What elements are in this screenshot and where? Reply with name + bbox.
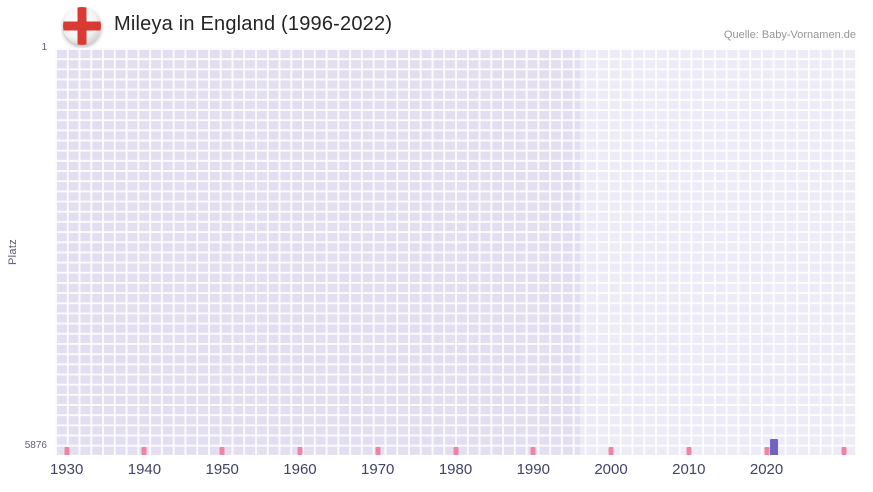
y-axis-title-wrap: Platz xyxy=(0,48,26,455)
x-axis-tick-1940 xyxy=(141,447,147,455)
y-axis-tick-best: 1 xyxy=(41,42,47,53)
x-axis-label-1930: 1930 xyxy=(49,461,84,478)
bar-2021[interactable] xyxy=(770,439,779,455)
x-axis-tick-1930 xyxy=(64,447,70,455)
flag-cross-horizontal xyxy=(63,21,101,31)
no-data-region xyxy=(55,48,580,455)
x-axis-label-1940: 1940 xyxy=(127,461,162,478)
source-credit: Quelle: Baby-Vornamen.de xyxy=(723,29,856,41)
x-axis-label-1990: 1990 xyxy=(516,461,550,478)
x-axis-tick-2000 xyxy=(608,447,614,455)
y-axis-title: Platz xyxy=(7,238,19,265)
x-axis-tick-1950 xyxy=(219,447,225,455)
x-axis-tick-1970 xyxy=(375,447,381,455)
x-axis-labels: 1930 1940 1950 1960 1970 1980 1990 2000 2010 2020 xyxy=(50,461,856,481)
x-axis-label-1950: 1950 xyxy=(205,461,239,478)
england-flag-icon xyxy=(63,7,101,45)
x-axis-label-2020: 2020 xyxy=(749,461,784,478)
bars-layer xyxy=(55,48,856,455)
x-axis-label-1980: 1980 xyxy=(438,461,473,478)
x-axis-tick-1990 xyxy=(530,447,536,455)
chart-title: Mileya in England (1996-2022) xyxy=(114,13,393,35)
y-axis-tick-worst: 5876 xyxy=(24,440,47,451)
x-axis-label-1970: 1970 xyxy=(361,461,395,478)
plot-area xyxy=(55,48,856,455)
x-axis-tick-2020 xyxy=(764,447,770,455)
x-axis-label-2010: 2010 xyxy=(672,461,706,478)
x-axis-tick-1980 xyxy=(453,447,458,455)
x-axis-label-2000: 2000 xyxy=(594,461,628,478)
x-axis-label-1960: 1960 xyxy=(283,461,317,478)
x-axis-tick-1960 xyxy=(297,447,303,455)
x-axis-tick-2010 xyxy=(686,447,692,455)
x-ticks-layer xyxy=(55,48,856,455)
x-axis-tick-2030 xyxy=(841,447,847,455)
